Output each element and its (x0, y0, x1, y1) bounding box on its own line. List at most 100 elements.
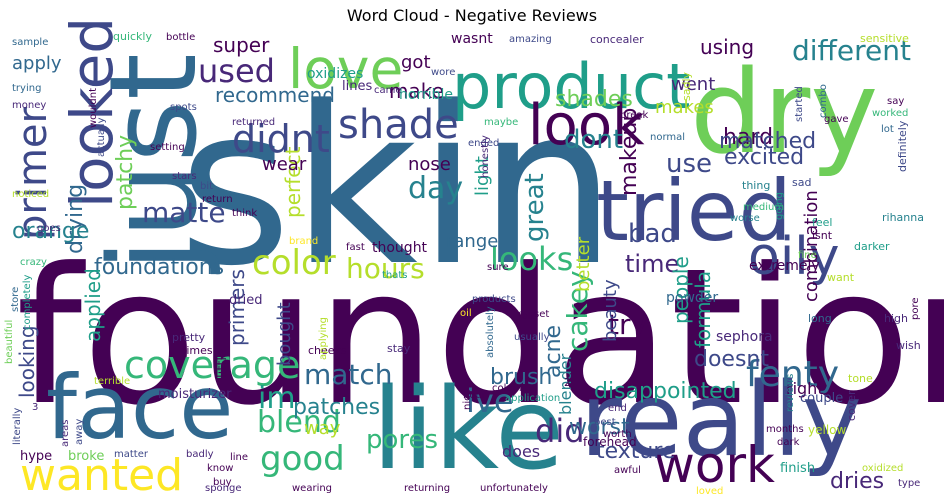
word-matter: matter (114, 449, 149, 460)
word-patchy: patchy (113, 135, 138, 210)
word-doesnt: doesnt (694, 347, 769, 372)
word-worth: worth (603, 429, 632, 440)
word-line: line (230, 452, 248, 463)
word-applying: applying (318, 317, 329, 360)
word-ive: ive (466, 382, 514, 420)
word-yellow: yellow (808, 423, 846, 437)
word-away: away (74, 419, 85, 445)
word-bit: bit (200, 181, 213, 192)
word-application: application (505, 393, 560, 404)
word-texture: texture (596, 439, 675, 464)
word-cakey: cakey (561, 270, 594, 352)
word-moisturizer: moisturizer (158, 387, 232, 402)
word-completely: completely (22, 275, 33, 330)
word-stars: stars (172, 171, 197, 182)
word-primer: primer (10, 106, 56, 240)
word-times: times (182, 344, 213, 357)
word-noticed: noticed (12, 189, 49, 200)
word-really: really (580, 361, 862, 480)
word-fenty: fenty (746, 354, 839, 395)
word-type: type (898, 478, 920, 489)
word-wish: wish (896, 339, 921, 352)
word-amazing: amazing (509, 34, 552, 45)
word-goes: goes (37, 223, 61, 234)
word-fine: fine (798, 250, 817, 261)
word-dries: dries (830, 469, 884, 494)
word-went: went (671, 74, 715, 95)
word-came: came (374, 85, 402, 96)
word-spots: spots (170, 102, 197, 113)
word-shade: shade (338, 102, 459, 148)
word-using: using (700, 35, 754, 59)
word-looking: looking (15, 325, 39, 398)
chart-title: Word Cloud - Negative Reviews (346, 6, 598, 25)
word-thing: thing (742, 179, 770, 192)
word-beauty: beauty (600, 279, 621, 342)
word-sad: sad (792, 176, 811, 189)
word-dry: dry (690, 46, 878, 180)
word-setting: setting (150, 142, 185, 153)
word-super: super (213, 33, 270, 57)
word-work: work (654, 436, 775, 494)
word-combination: combination (801, 190, 822, 302)
word-pretty: pretty (172, 331, 206, 344)
word-couple: couple (800, 391, 843, 406)
word-buy: buy (213, 477, 232, 488)
word-product: product (452, 50, 690, 123)
word-day: day (408, 171, 463, 206)
word-sample: sample (12, 37, 48, 48)
word-medium: medium (743, 202, 784, 213)
word-dont: dont (564, 125, 623, 155)
word-sure: sure (487, 262, 509, 273)
word-definitely: definitely (896, 120, 909, 172)
word-used: used (198, 52, 275, 90)
word-does: does (502, 442, 540, 461)
word-blender: blender (556, 353, 575, 415)
word-loved: loved (696, 486, 723, 497)
word-unfortunately: unfortunately (480, 483, 548, 494)
word-absolutely: absolutely (485, 306, 496, 358)
word-cheeks: cheeks (308, 344, 347, 357)
word-little: little (215, 349, 230, 378)
word-match: match (304, 358, 393, 391)
word-finish: finish (780, 461, 815, 476)
word-trying: trying (12, 83, 41, 94)
word-best: best (594, 417, 616, 428)
word-light: light (472, 156, 493, 196)
word-terrible: terrible (94, 376, 130, 387)
word-crazy: crazy (20, 257, 47, 268)
word-badly: badly (186, 449, 214, 460)
word-isnt: isnt (812, 229, 833, 242)
word-concealer: concealer (590, 33, 644, 46)
word-money: money (12, 100, 46, 111)
word-long: long (808, 312, 832, 325)
word-usually: usually (514, 332, 550, 343)
word-horrible: horrible (399, 87, 453, 103)
word-primers: primers (225, 269, 249, 346)
word-break: break (620, 110, 649, 121)
word-return: return (202, 194, 233, 205)
word-im: im (258, 381, 296, 416)
word-time: time (625, 250, 679, 278)
word-reviews: reviews (785, 374, 796, 412)
word-tone: tone (848, 372, 873, 385)
word-stay: stay (387, 342, 411, 355)
word-hype: hype (20, 449, 52, 464)
word-tried: tried (596, 162, 792, 260)
word-sadly: sadly (680, 71, 693, 101)
word-rihanna: rihanna (882, 211, 924, 224)
word-look: look (528, 93, 645, 158)
word-acne: acne (541, 325, 566, 378)
word-thats: thats (382, 270, 408, 281)
word-set: set (534, 309, 549, 320)
word-returned: returned (232, 117, 275, 128)
word-brush: brush (490, 365, 552, 390)
word-bottle: bottle (166, 32, 195, 43)
word-end: end (608, 403, 627, 414)
word-make: make (389, 79, 444, 103)
word-shades: shades (555, 87, 633, 112)
word-darker: darker (854, 240, 890, 253)
word-way: way (304, 418, 341, 439)
word-colour: colour (492, 383, 524, 394)
word-formula: formula (691, 271, 715, 348)
